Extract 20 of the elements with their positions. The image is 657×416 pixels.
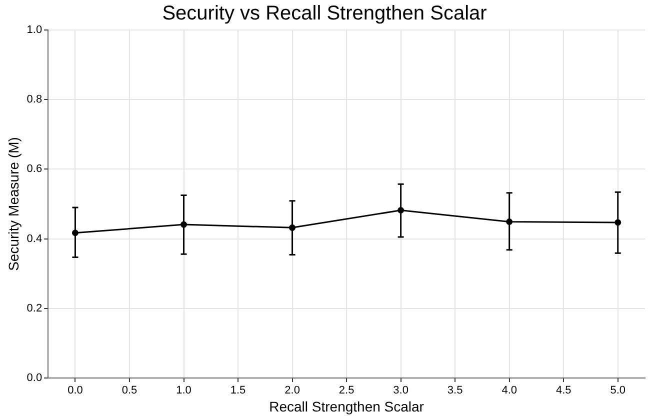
x-tick-label: 1.0 — [176, 384, 192, 397]
y-tick-label: 0.4 — [26, 232, 42, 245]
x-tick-label: 2.5 — [338, 384, 354, 397]
x-tick-label: 1.5 — [230, 384, 246, 397]
chart-title: Security vs Recall Strengthen Scalar — [162, 2, 488, 25]
x-tick-label: 2.0 — [284, 384, 300, 397]
x-tick-label: 3.5 — [447, 384, 463, 397]
x-tick-label: 0.0 — [68, 384, 83, 397]
y-tick-label: 0.8 — [26, 94, 42, 106]
y-tick-label: 1.0 — [26, 24, 42, 36]
x-tick-label: 3.0 — [393, 384, 408, 397]
x-tick-label: 0.5 — [122, 384, 138, 397]
y-tick-label: 0.6 — [26, 163, 42, 176]
y-axis-title: Security Measure (M) — [5, 137, 22, 271]
y-tick-label: 0.0 — [26, 372, 42, 384]
x-axis-title: Recall Strengthen Scalar — [269, 398, 424, 414]
x-tick-label: 4.5 — [556, 384, 572, 397]
x-tick-label: 4.0 — [502, 384, 517, 397]
x-tick-label: 5.0 — [610, 384, 626, 397]
y-tick-label: 0.2 — [26, 302, 42, 314]
